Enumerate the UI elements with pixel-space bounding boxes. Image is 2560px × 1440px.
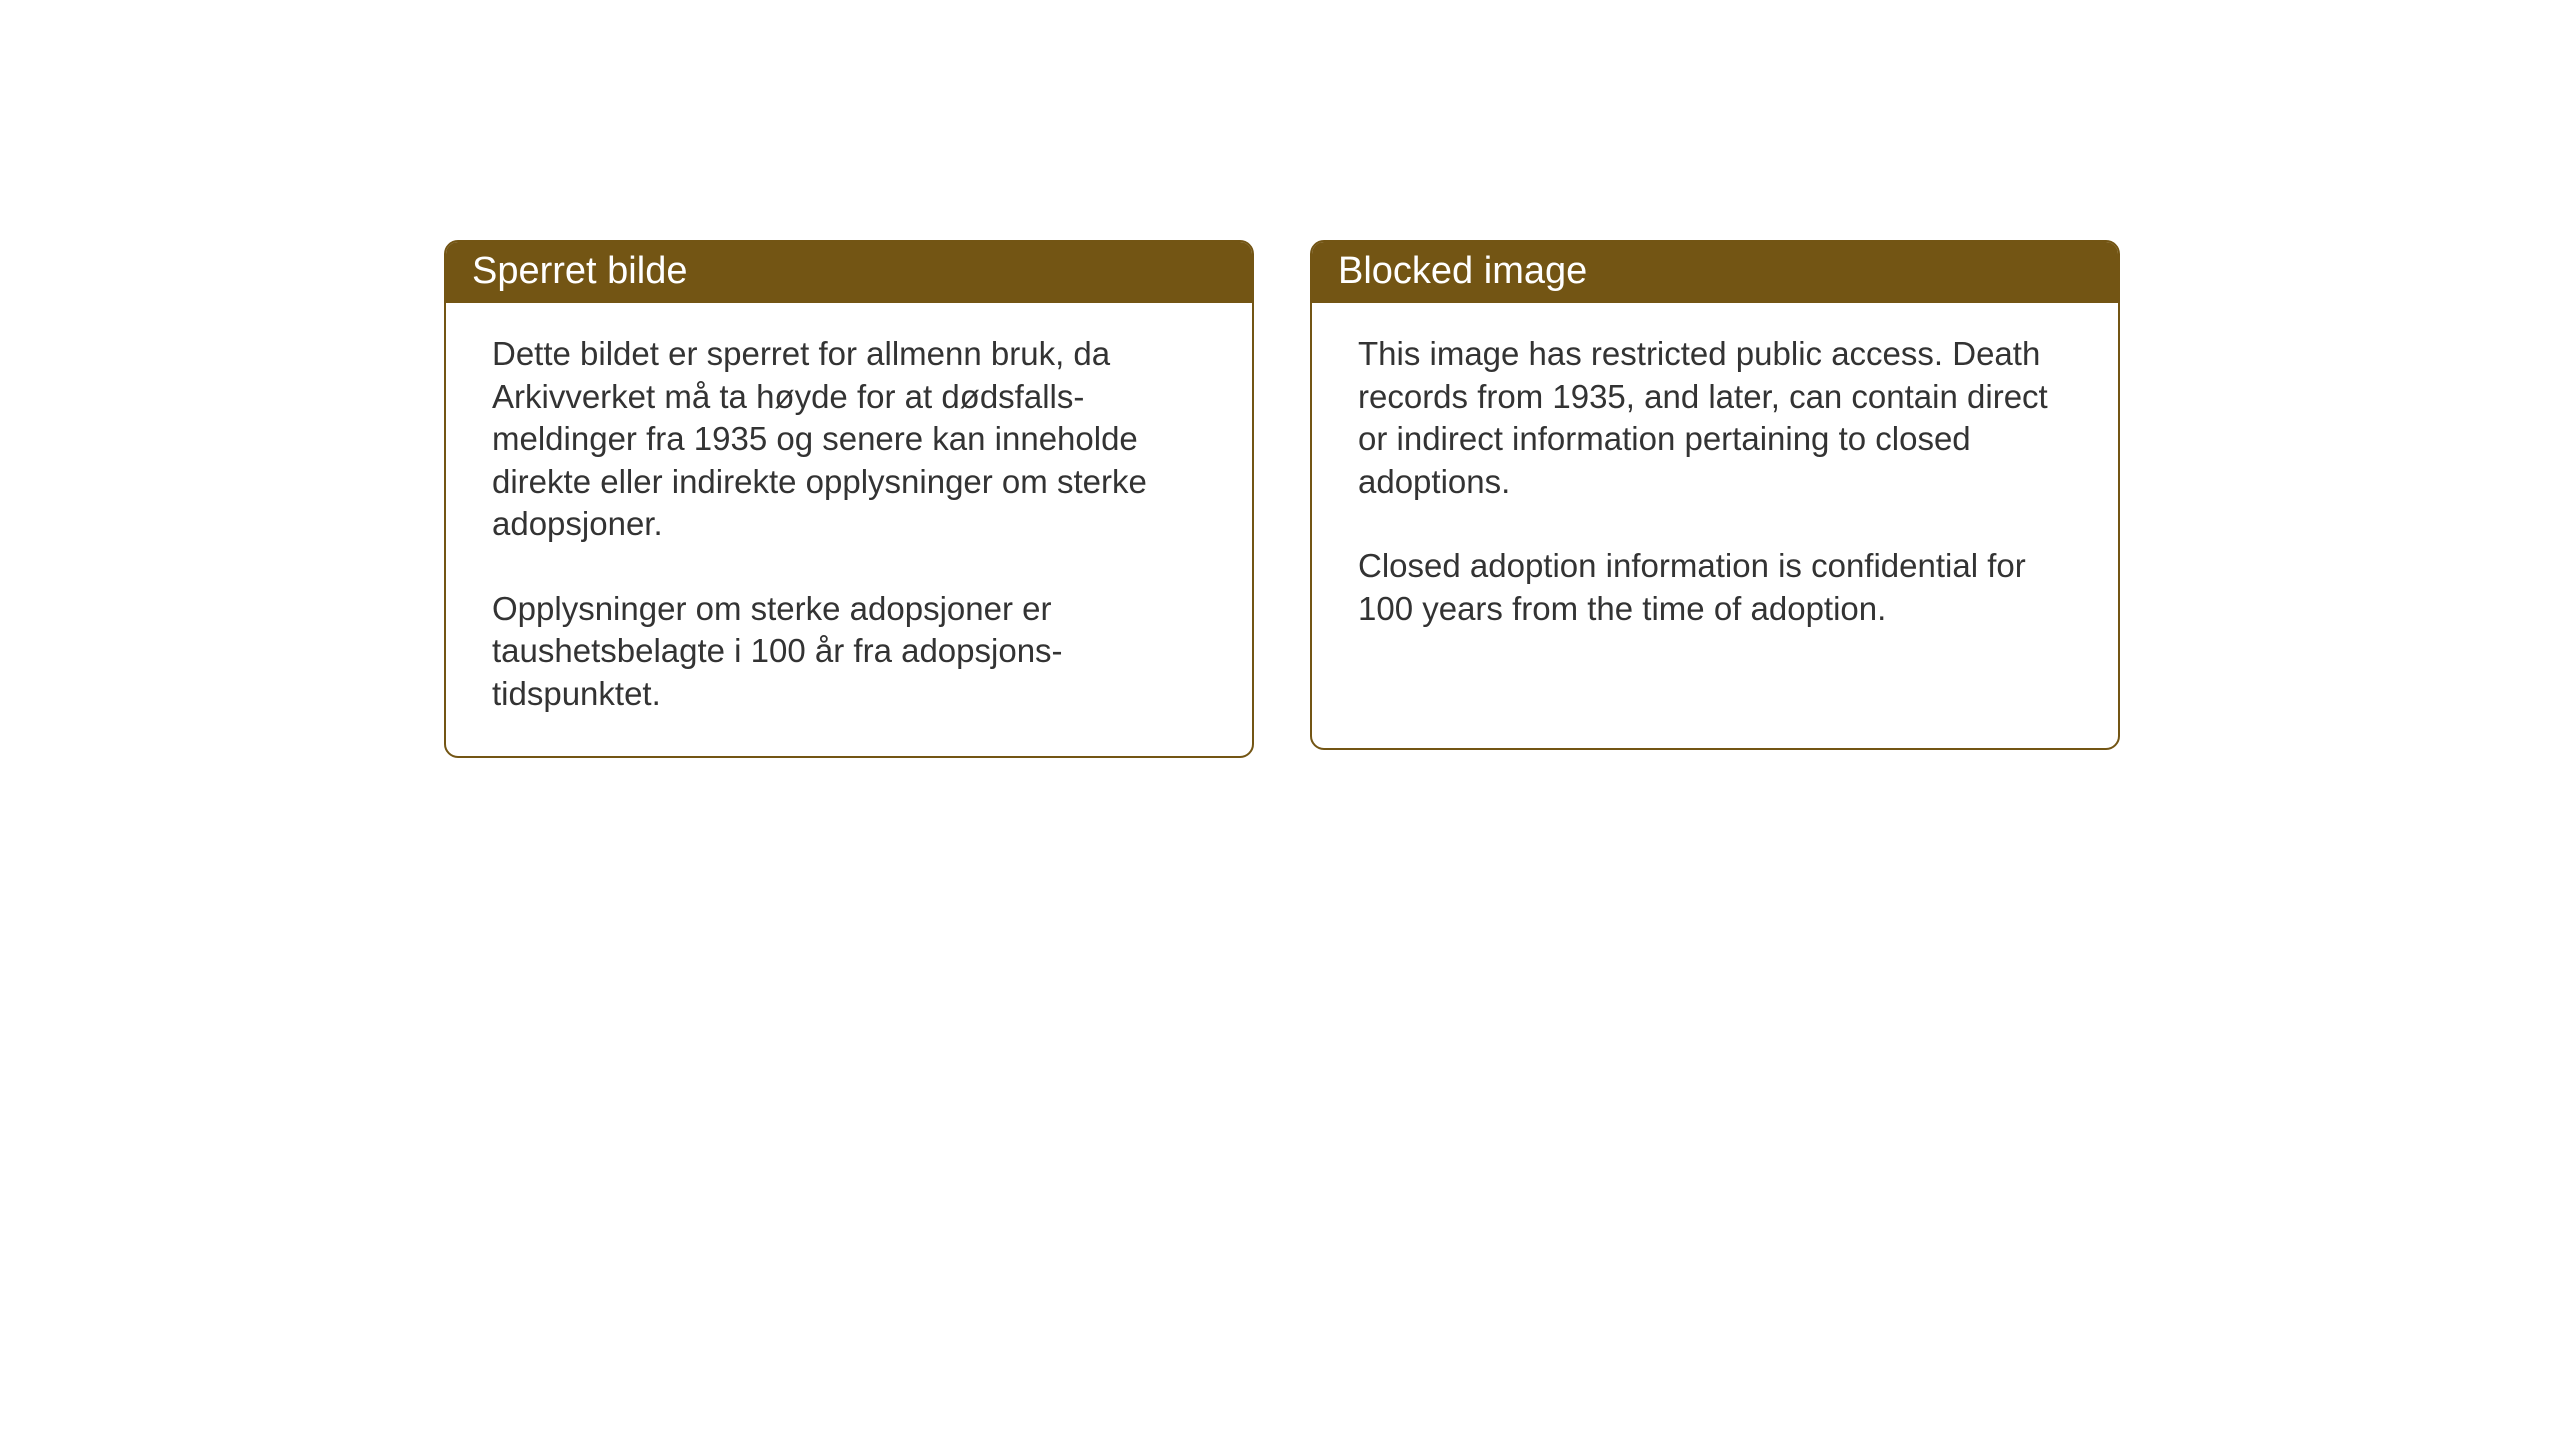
english-paragraph-2: Closed adoption information is confident… [1358,545,2072,630]
notice-container: Sperret bilde Dette bildet er sperret fo… [444,240,2120,758]
english-notice-card: Blocked image This image has restricted … [1310,240,2120,750]
norwegian-paragraph-1: Dette bildet er sperret for allmenn bruk… [492,333,1206,546]
norwegian-notice-card: Sperret bilde Dette bildet er sperret fo… [444,240,1254,758]
english-card-body: This image has restricted public access.… [1312,303,2118,670]
english-card-title: Blocked image [1312,242,2118,303]
norwegian-card-body: Dette bildet er sperret for allmenn bruk… [446,303,1252,756]
norwegian-card-title: Sperret bilde [446,242,1252,303]
norwegian-paragraph-2: Opplysninger om sterke adopsjoner er tau… [492,588,1206,716]
english-paragraph-1: This image has restricted public access.… [1358,333,2072,503]
